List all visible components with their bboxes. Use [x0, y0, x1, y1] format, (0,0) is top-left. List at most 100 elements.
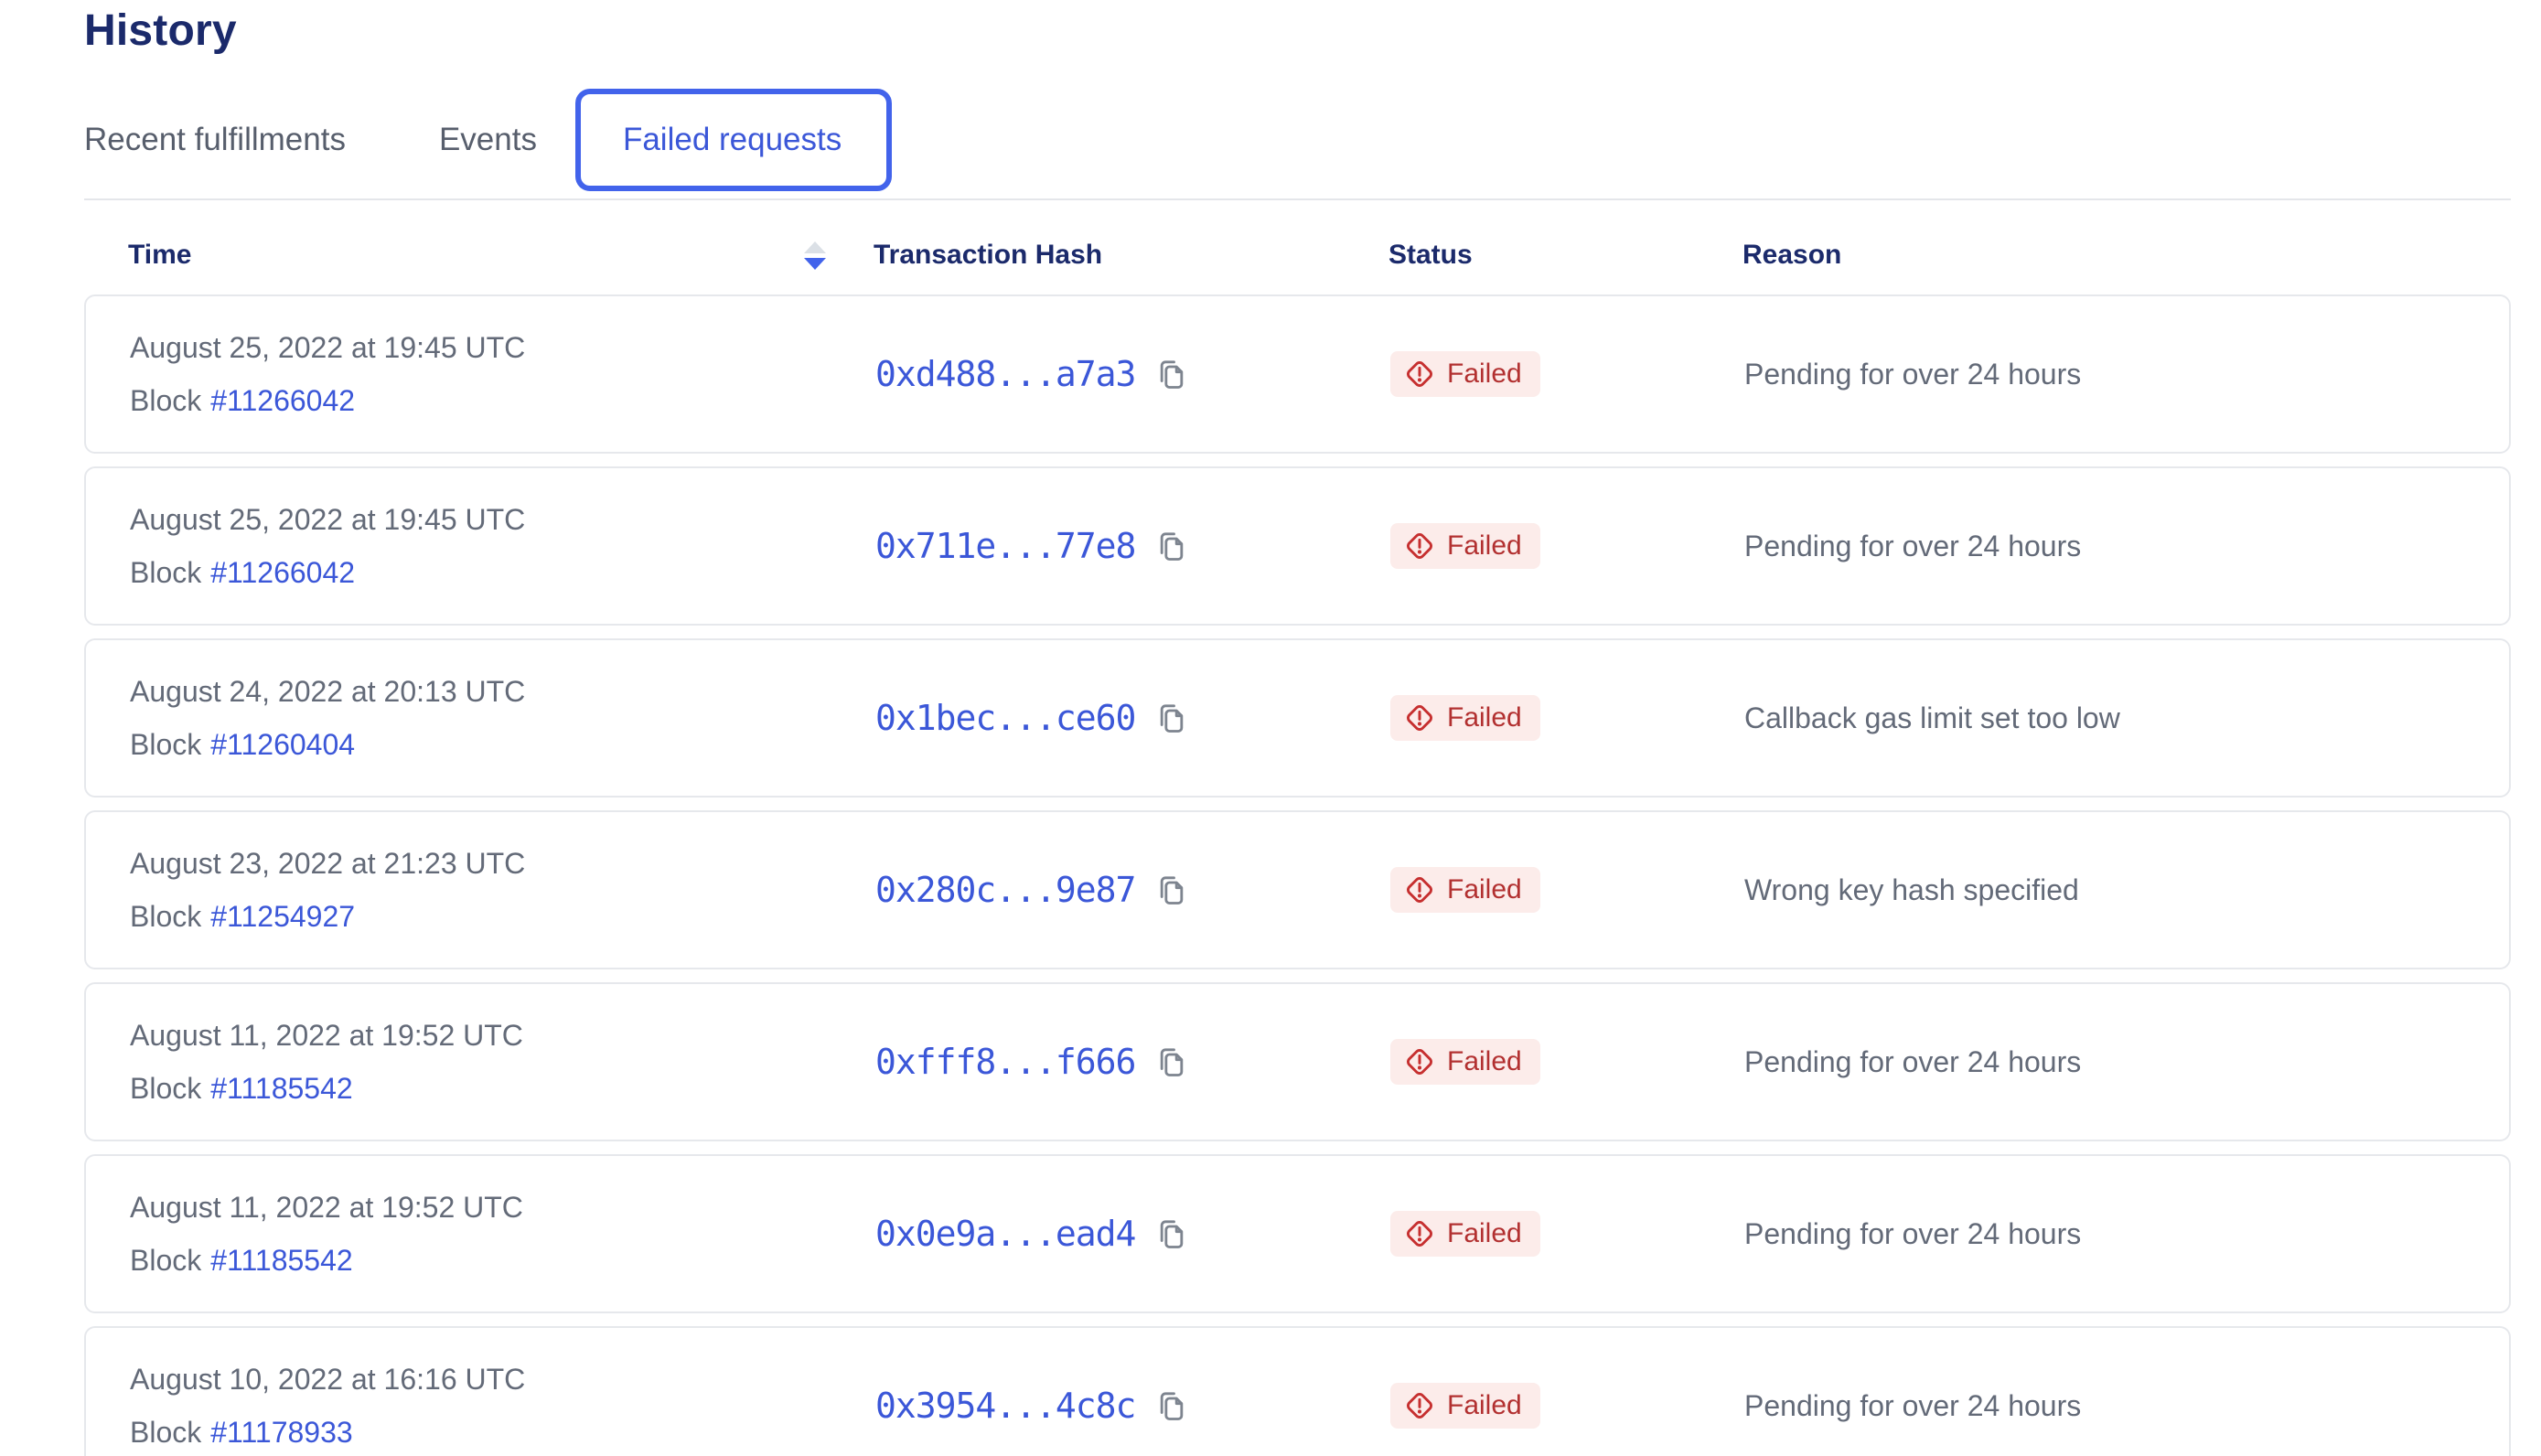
- row-status-cell: Failed: [1390, 351, 1744, 397]
- row-hash-cell: 0xd488...a7a3: [875, 354, 1390, 394]
- table-row: August 23, 2022 at 21:23 UTC Block #11254…: [84, 810, 2511, 969]
- block-number-link[interactable]: #11260404: [210, 728, 356, 761]
- alert-diamond-icon: [1407, 705, 1432, 731]
- status-badge: Failed: [1390, 351, 1540, 397]
- block-number-link[interactable]: #11266042: [210, 556, 356, 589]
- column-header-status: Status: [1388, 240, 1473, 270]
- row-hash-cell: 0xfff8...f666: [875, 1042, 1390, 1082]
- transaction-hash-link[interactable]: 0x280c...9e87: [875, 870, 1136, 910]
- row-timestamp: August 25, 2022 at 19:45 UTC: [130, 503, 526, 536]
- status-label: Failed: [1447, 530, 1522, 561]
- row-block-line: Block #11260404: [130, 730, 875, 759]
- status-label: Failed: [1447, 1046, 1522, 1076]
- tab-failed-requests[interactable]: Failed requests: [574, 89, 893, 191]
- transaction-hash-link[interactable]: 0xfff8...f666: [875, 1042, 1136, 1082]
- row-time-cell: August 11, 2022 at 19:52 UTC Block #11185…: [130, 1193, 875, 1275]
- block-number-link[interactable]: #11266042: [210, 384, 356, 417]
- transaction-hash-link[interactable]: 0x711e...77e8: [875, 526, 1136, 566]
- row-reason: Pending for over 24 hours: [1744, 1216, 2082, 1250]
- transaction-hash-link[interactable]: 0x1bec...ce60: [875, 698, 1136, 738]
- status-label: Failed: [1447, 702, 1522, 733]
- row-block-line: Block #11185542: [130, 1246, 875, 1275]
- block-label: Block: [130, 1072, 202, 1105]
- block-label: Block: [130, 1244, 202, 1277]
- page-title: History: [84, 6, 237, 55]
- row-time-cell: August 25, 2022 at 19:45 UTC Block #11266…: [130, 505, 875, 587]
- row-status-cell: Failed: [1390, 867, 1744, 913]
- row-block-line: Block #11185542: [130, 1074, 875, 1103]
- status-badge: Failed: [1390, 867, 1540, 913]
- row-timestamp: August 23, 2022 at 21:23 UTC: [130, 847, 526, 880]
- copy-icon[interactable]: [1153, 1387, 1190, 1424]
- copy-icon[interactable]: [1153, 356, 1190, 392]
- row-time-cell: August 11, 2022 at 19:52 UTC Block #11185…: [130, 1021, 875, 1103]
- status-badge: Failed: [1390, 1039, 1540, 1085]
- column-header-time[interactable]: Time: [128, 240, 874, 271]
- status-badge: Failed: [1390, 695, 1540, 741]
- row-block-line: Block #11254927: [130, 902, 875, 931]
- table-row: August 11, 2022 at 19:52 UTC Block #11185…: [84, 1154, 2511, 1313]
- row-status-cell: Failed: [1390, 1211, 1744, 1257]
- table-row: August 24, 2022 at 20:13 UTC Block #11260…: [84, 638, 2511, 798]
- block-label: Block: [130, 384, 202, 417]
- block-number-link[interactable]: #11178933: [210, 1416, 353, 1449]
- row-time-cell: August 25, 2022 at 19:45 UTC Block #11266…: [130, 333, 875, 415]
- row-timestamp: August 24, 2022 at 20:13 UTC: [130, 675, 526, 708]
- row-block-line: Block #11266042: [130, 558, 875, 587]
- row-hash-cell: 0x280c...9e87: [875, 870, 1390, 910]
- status-label: Failed: [1447, 1218, 1522, 1248]
- block-number-link[interactable]: #11185542: [210, 1244, 353, 1277]
- row-status-cell: Failed: [1390, 1383, 1744, 1429]
- sort-descending-icon[interactable]: [804, 241, 826, 270]
- status-badge: Failed: [1390, 1383, 1540, 1429]
- row-time-cell: August 23, 2022 at 21:23 UTC Block #11254…: [130, 849, 875, 931]
- row-reason: Pending for over 24 hours: [1744, 1044, 2082, 1078]
- status-label: Failed: [1447, 359, 1522, 389]
- sort-down-triangle: [804, 257, 826, 270]
- row-status-cell: Failed: [1390, 1039, 1744, 1085]
- status-badge: Failed: [1390, 523, 1540, 569]
- alert-diamond-icon: [1407, 1049, 1432, 1075]
- status-badge: Failed: [1390, 1211, 1540, 1257]
- tab-events[interactable]: Events: [438, 122, 537, 157]
- row-time-cell: August 24, 2022 at 20:13 UTC Block #11260…: [130, 677, 875, 759]
- row-hash-cell: 0x0e9a...ead4: [875, 1214, 1390, 1254]
- status-label: Failed: [1447, 874, 1522, 905]
- row-block-line: Block #11178933: [130, 1418, 875, 1447]
- row-reason: Wrong key hash specified: [1744, 873, 2079, 906]
- table-row: August 25, 2022 at 19:45 UTC Block #11266…: [84, 294, 2511, 454]
- copy-icon[interactable]: [1153, 1044, 1190, 1080]
- row-hash-cell: 0x3954...4c8c: [875, 1386, 1390, 1426]
- row-hash-cell: 0x1bec...ce60: [875, 698, 1390, 738]
- block-label: Block: [130, 1416, 202, 1449]
- row-timestamp: August 11, 2022 at 19:52 UTC: [130, 1019, 523, 1052]
- status-label: Failed: [1447, 1390, 1522, 1420]
- table-header: Time Transaction Hash Status Reason: [84, 226, 2511, 284]
- row-reason: Pending for over 24 hours: [1744, 1388, 2082, 1422]
- block-label: Block: [130, 900, 202, 933]
- row-reason: Pending for over 24 hours: [1744, 529, 2082, 562]
- copy-icon[interactable]: [1153, 528, 1190, 564]
- row-timestamp: August 10, 2022 at 16:16 UTC: [130, 1363, 526, 1396]
- table-row: August 10, 2022 at 16:16 UTC Block #11178…: [84, 1326, 2511, 1456]
- copy-icon[interactable]: [1153, 1215, 1190, 1252]
- block-label: Block: [130, 728, 202, 761]
- copy-icon[interactable]: [1153, 872, 1190, 908]
- transaction-hash-link[interactable]: 0xd488...a7a3: [875, 354, 1136, 394]
- transaction-hash-link[interactable]: 0x3954...4c8c: [875, 1386, 1136, 1426]
- history-tabs: Recent fulfillments Events Failed reques…: [84, 80, 2511, 200]
- sort-up-triangle: [804, 241, 826, 253]
- alert-diamond-icon: [1407, 533, 1432, 559]
- alert-diamond-icon: [1407, 877, 1432, 903]
- row-status-cell: Failed: [1390, 695, 1744, 741]
- column-header-time-label: Time: [128, 240, 192, 270]
- copy-icon[interactable]: [1153, 700, 1190, 736]
- block-number-link[interactable]: #11254927: [210, 900, 356, 933]
- block-number-link[interactable]: #11185542: [210, 1072, 353, 1105]
- row-block-line: Block #11266042: [130, 386, 875, 415]
- row-status-cell: Failed: [1390, 523, 1744, 569]
- transaction-hash-link[interactable]: 0x0e9a...ead4: [875, 1214, 1136, 1254]
- tab-recent-fulfillments[interactable]: Recent fulfillments: [84, 122, 346, 157]
- row-timestamp: August 11, 2022 at 19:52 UTC: [130, 1191, 523, 1224]
